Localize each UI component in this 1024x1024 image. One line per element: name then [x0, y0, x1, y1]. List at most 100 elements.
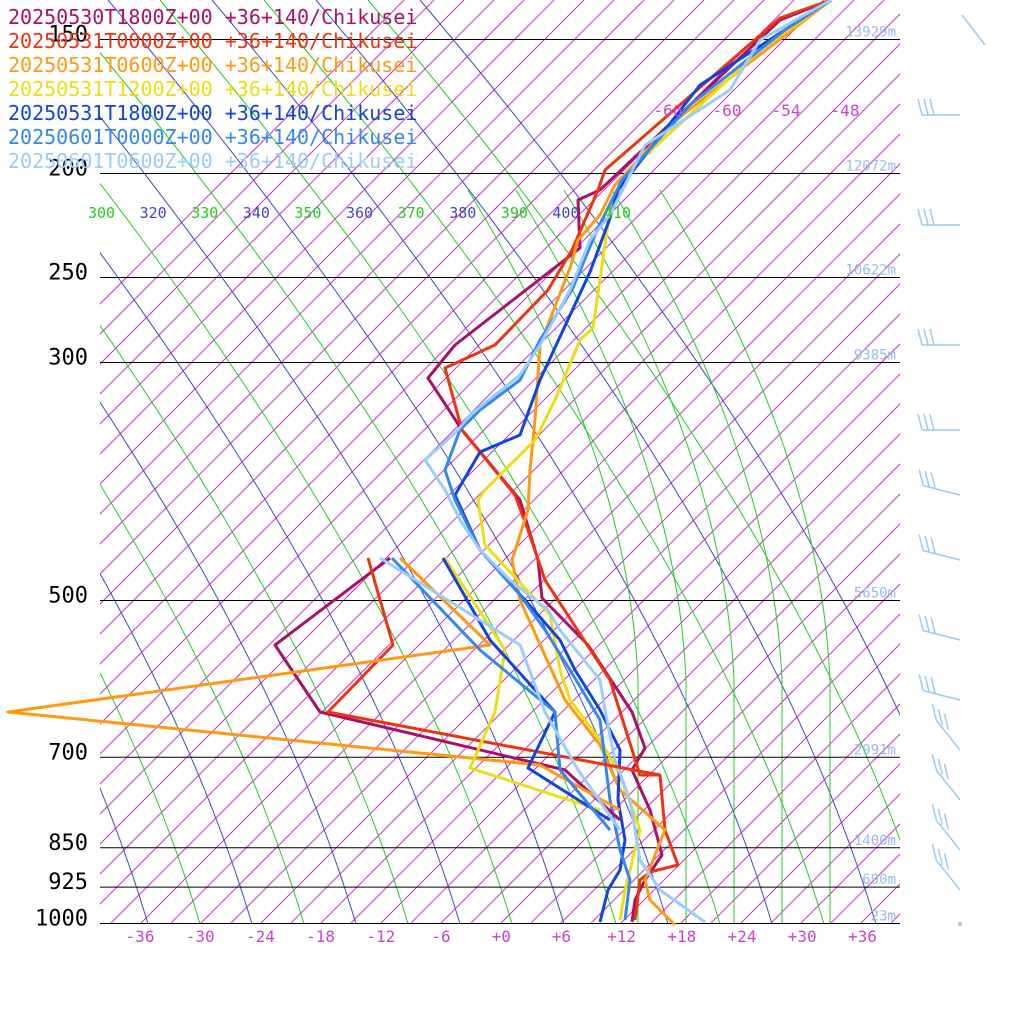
isotherm-line: [499, 523, 900, 924]
series-line: [273, 556, 622, 822]
isotherm-line: [769, 793, 900, 924]
isotherm-line: [349, 373, 900, 924]
isotherm-line: [529, 553, 900, 924]
wind-barb: [922, 549, 961, 561]
isotherm-line: [100, 0, 675, 575]
isotherm-line: [469, 493, 900, 924]
pressure-labels: 1001502002503005007008509251000: [35, 22, 88, 931]
wind-barb: [935, 859, 961, 891]
isotherm-line: [589, 613, 900, 924]
legend: 20250530T1800Z+00 +36+140/Chikusei202505…: [8, 5, 417, 173]
isotherm-line: [950, 0, 1024, 924]
theta-label: 330: [191, 204, 218, 222]
series-line: [326, 557, 661, 777]
isotherm-line: [199, 223, 900, 924]
height-label: 1400m: [854, 833, 896, 849]
pressure-label: 500: [48, 583, 88, 608]
wind-barb: [922, 689, 961, 701]
dry-adiabat-line: [367, 0, 900, 842]
temperature-tick-label: +30: [788, 927, 817, 946]
wind-barb: [931, 804, 938, 821]
dry-adiabat-line: [100, 324, 409, 924]
temperature-tick-label: +6: [552, 927, 571, 946]
isotherm-line: [980, 0, 1024, 924]
wind-barb: [931, 844, 938, 861]
wind-barb: [924, 470, 930, 488]
series-line: [379, 556, 622, 831]
dry-adiabat-line: [100, 401, 357, 924]
wind-barb: [924, 535, 930, 553]
wind-barb: [923, 413, 929, 431]
series-line: [423, 0, 832, 924]
isotherm-line: [100, 0, 435, 335]
wind-barb: [918, 674, 924, 691]
isotherm-line: [439, 463, 900, 924]
series-line: [443, 0, 832, 921]
theta-label: 300: [88, 204, 115, 222]
dry-adiabat-line: [100, 787, 149, 924]
theta-label: 390: [501, 204, 528, 222]
wind-barb: [935, 769, 961, 801]
wind-barb: [937, 758, 944, 776]
wind-barb: [924, 615, 930, 633]
isotherm-line: [709, 733, 900, 924]
dry-adiabat-line: [100, 483, 305, 924]
wind-barb: [943, 813, 950, 830]
isotherm-line: [679, 703, 900, 924]
pressure-label: 850: [48, 831, 88, 856]
wind-barb: [935, 819, 961, 851]
wind-barb: [917, 208, 923, 226]
legend-entry: 20250531T1200Z+00 +36+140/Chikusei: [8, 77, 417, 101]
height-label: 9385m: [854, 347, 896, 363]
legend-entry: 20250531T0600Z+00 +36+140/Chikusei: [8, 53, 417, 77]
theta-label: 350: [294, 204, 321, 222]
wind-barb: [958, 922, 962, 926]
isotherm-line: [109, 133, 900, 924]
wind-barb: [937, 848, 944, 866]
isotherm-line: [289, 313, 900, 924]
temperature-tick-label: -18: [306, 927, 335, 946]
temperature-tick-label: -36: [126, 927, 155, 946]
wind-barb: [961, 14, 986, 46]
temperature-tick-label: -12: [366, 927, 395, 946]
dry-adiabat-line: [100, 572, 253, 924]
pressure-label: 150: [48, 22, 88, 47]
pressure-label: 200: [48, 157, 88, 182]
isotherm-line: [229, 253, 900, 924]
isotherm-line: [139, 163, 900, 924]
legend-entry: 20250601T0000Z+00 +36+140/Chikusei: [8, 125, 417, 149]
wind-barb: [917, 98, 923, 116]
theta-label: 340: [243, 204, 270, 222]
wind-barb: [923, 98, 929, 116]
isotherm-line: [100, 0, 825, 725]
isotherm-line: [100, 43, 900, 845]
temperature-tick-label: +12: [607, 927, 636, 946]
height-label: 10622m: [845, 262, 896, 278]
pressure-label: 300: [48, 345, 88, 370]
wind-barb: [935, 719, 961, 751]
series-line: [443, 557, 601, 812]
temperature-tick-label: -30: [186, 927, 215, 946]
wind-barb: [930, 617, 936, 634]
isotherm-line: [799, 823, 900, 924]
isotherm-line: [1010, 0, 1024, 924]
height-label: 12072m: [845, 159, 896, 175]
dry-adiabat-line: [159, 0, 721, 924]
isotherm-line: [100, 0, 465, 365]
isotherm-line: [100, 0, 645, 545]
wind-barb: [930, 537, 936, 554]
isotherm-line: [920, 0, 1024, 924]
isotherm-line: [100, 0, 765, 665]
dry-adiabat-line: [611, 189, 783, 924]
wind-barb: [929, 328, 935, 346]
wind-barb: [931, 754, 938, 771]
theta-label: 360: [346, 204, 373, 222]
pressure-label: 250: [48, 260, 88, 285]
isobar-grid: [100, 38, 900, 924]
theta-label: 380: [449, 204, 476, 222]
wind-barb: [937, 708, 944, 726]
isotherm-line: [649, 673, 900, 924]
legend-entry: 20250531T1800Z+00 +36+140/Chikusei: [8, 101, 417, 125]
isotherm-line: [100, 0, 885, 785]
